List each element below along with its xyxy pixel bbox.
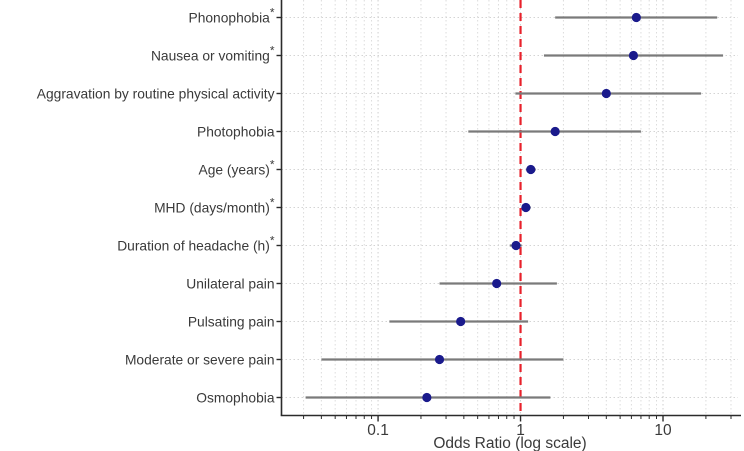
or-point (521, 202, 531, 213)
or-point (456, 316, 466, 327)
category-label: Phonophobia* (189, 5, 275, 25)
x-tick-labels: 0.1 1 10 (367, 422, 672, 439)
category-label: Unilateral pain (186, 276, 274, 291)
category-label: MHD (days/month)* (154, 195, 275, 215)
category-label: Photophobia (197, 124, 275, 139)
category-label: Duration of headache (h)* (117, 233, 275, 253)
category-label: Nausea or vomiting* (151, 43, 275, 63)
category-label: Osmophobia (196, 390, 275, 405)
or-point (550, 126, 560, 137)
category-labels: Phonophobia* Nausea or vomiting* Aggravati… (37, 5, 275, 405)
data-rows (305, 12, 724, 403)
or-point (511, 240, 521, 251)
category-label: Moderate or severe pain (125, 352, 275, 367)
or-point (628, 50, 639, 61)
or-point (434, 354, 445, 365)
or-point (422, 392, 432, 403)
x-axis-title: Odds Ratio (log scale) (433, 435, 586, 451)
x-tick-label: 0.1 (367, 422, 389, 439)
x-tick-label: 10 (654, 422, 672, 439)
category-label: Pulsating pain (188, 314, 275, 329)
or-point (601, 88, 611, 99)
row-guide-lines (281, 17, 738, 398)
or-point (526, 164, 536, 175)
or-point (492, 278, 502, 289)
category-label: Aggravation by routine physical activity (37, 86, 275, 101)
category-label: Age (years)* (199, 157, 275, 177)
axis-ticks (276, 16, 732, 422)
x-tick-label: 1 (516, 422, 525, 439)
or-point (631, 12, 641, 23)
gridlines (303, 0, 732, 416)
